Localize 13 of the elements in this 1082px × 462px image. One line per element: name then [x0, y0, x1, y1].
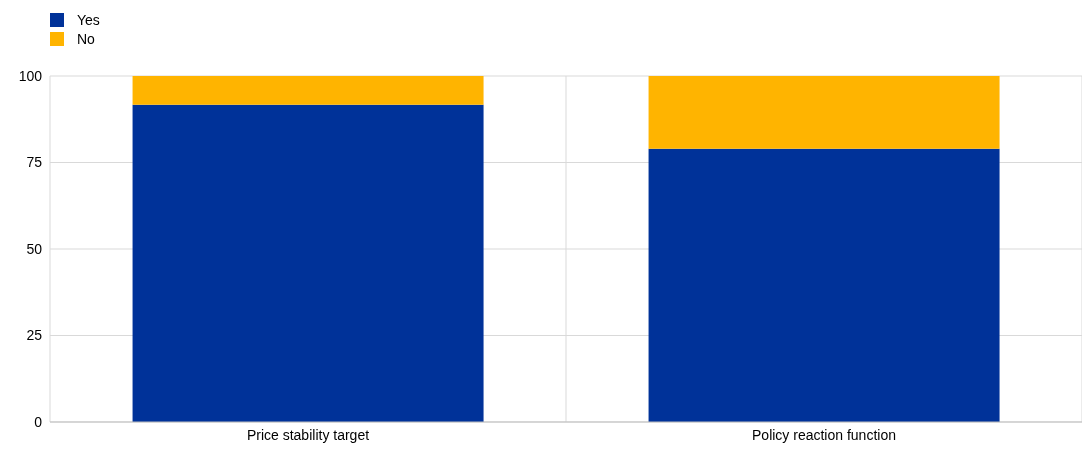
y-tick-label: 100 [18, 67, 43, 84]
y-tick-label: 50 [26, 240, 43, 257]
y-tick-label: 25 [26, 327, 43, 344]
y-tick-label: 0 [34, 413, 43, 430]
bar [648, 76, 1000, 149]
y-tick-label: 75 [26, 154, 43, 171]
x-tick-label: Policy reaction function [752, 426, 896, 443]
legend-label: Yes [77, 12, 100, 28]
legend-label: No [77, 31, 95, 47]
bar [132, 104, 484, 422]
x-tick-label: Price stability target [246, 426, 370, 443]
bar [132, 76, 484, 105]
bar [648, 148, 1000, 422]
